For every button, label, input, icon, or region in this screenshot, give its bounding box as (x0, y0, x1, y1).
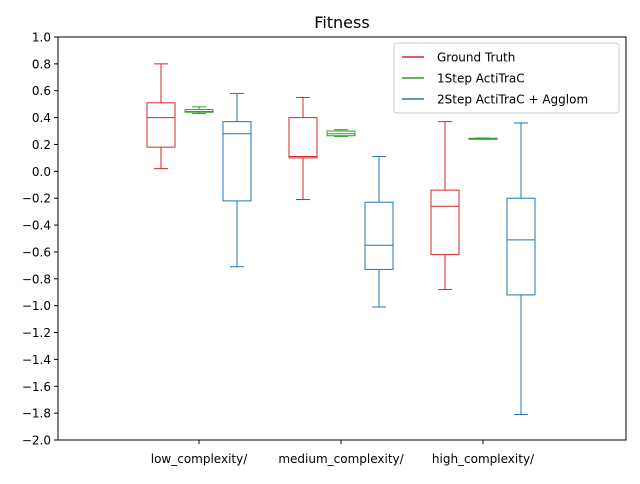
plot-frame (57, 36, 627, 441)
y-tick-label: −1.2 (22, 326, 51, 340)
box-0-0 (146, 63, 176, 170)
legend-box (393, 42, 620, 114)
y-tick-label: −0.6 (22, 245, 51, 259)
box-body (364, 201, 394, 270)
y-tick-label: 0.8 (32, 57, 51, 71)
x-tick-label: low_complexity/ (151, 452, 248, 466)
y-tick-label: 0.6 (32, 84, 51, 98)
box-0-1 (288, 96, 318, 201)
legend: Ground Truth 1Step ActiTraC 2Step ActiTraC… (393, 42, 620, 114)
x-axis: low_complexity/medium_complexity/high_co… (151, 440, 535, 466)
x-tick-label: high_complexity/ (432, 452, 535, 466)
y-tick-label: 1.0 (32, 31, 51, 45)
box-2-1 (364, 156, 394, 308)
y-tick-label: −0.2 (22, 192, 51, 206)
y-tick-label: −2.0 (22, 434, 51, 448)
y-tick-label: −0.4 (22, 219, 51, 233)
box-body (506, 197, 536, 296)
box-body (430, 189, 460, 256)
box-1-1 (326, 129, 356, 137)
y-tick-label: −1.6 (22, 380, 51, 394)
boxplot-marks (146, 63, 536, 415)
box-0-2 (430, 121, 460, 291)
y-tick-label: 0.0 (32, 165, 51, 179)
box-1-2 (468, 137, 498, 140)
x-tick-label: medium_complexity/ (278, 452, 404, 466)
box-body (222, 121, 252, 202)
box-body (288, 117, 318, 159)
y-axis: 1.0 0.8 0.6 0.4 0.2 0.0 −0.2 −0.4 −0.6 −0.8 −1.0 −1… (22, 31, 58, 448)
y-tick-label: 0.2 (32, 138, 51, 152)
box-body (146, 102, 176, 148)
box-1-0 (184, 106, 214, 115)
box-2-0 (222, 92, 252, 268)
box-2-2 (506, 122, 536, 415)
chart-title: Fitness (314, 13, 369, 32)
box-body (184, 109, 214, 113)
legend-label: 1Step ActiTraC (437, 72, 525, 86)
y-tick-label: −1.0 (22, 299, 51, 313)
y-tick-label: −1.8 (22, 407, 51, 421)
y-tick-label: 0.4 (32, 111, 51, 125)
legend-label: 2Step ActiTraC + Agglom (437, 93, 588, 107)
y-tick-label: −0.8 (22, 272, 51, 286)
legend-label: Ground Truth (437, 51, 515, 65)
y-tick-label: −1.4 (22, 353, 51, 367)
